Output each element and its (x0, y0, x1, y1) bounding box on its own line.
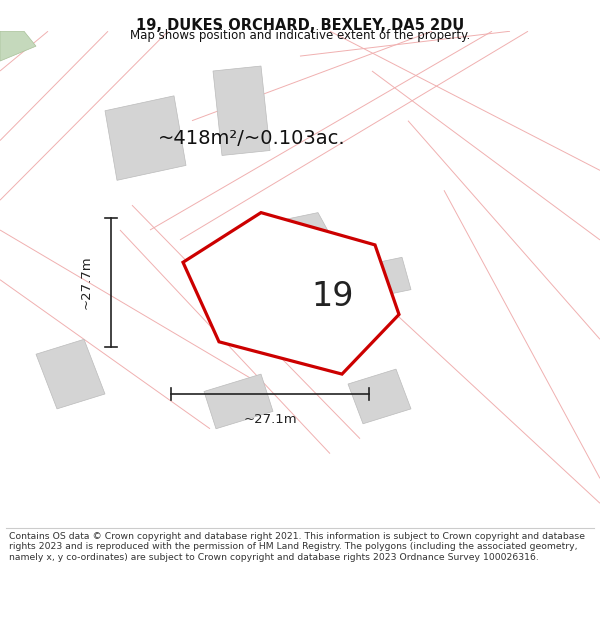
Polygon shape (258, 213, 348, 282)
Text: 19, DUKES ORCHARD, BEXLEY, DA5 2DU: 19, DUKES ORCHARD, BEXLEY, DA5 2DU (136, 18, 464, 33)
Polygon shape (213, 66, 270, 156)
Text: ~27.1m: ~27.1m (243, 413, 297, 426)
Polygon shape (105, 96, 186, 180)
Text: ~418m²/~0.103ac.: ~418m²/~0.103ac. (158, 129, 346, 148)
Polygon shape (204, 374, 273, 429)
Polygon shape (183, 213, 399, 374)
Text: Map shows position and indicative extent of the property.: Map shows position and indicative extent… (130, 29, 470, 42)
Text: 19: 19 (311, 280, 354, 313)
Text: Contains OS data © Crown copyright and database right 2021. This information is : Contains OS data © Crown copyright and d… (9, 532, 585, 562)
Polygon shape (366, 258, 411, 297)
Polygon shape (36, 339, 105, 409)
Text: ~27.7m: ~27.7m (80, 256, 93, 309)
Polygon shape (348, 369, 411, 424)
Polygon shape (0, 31, 36, 61)
